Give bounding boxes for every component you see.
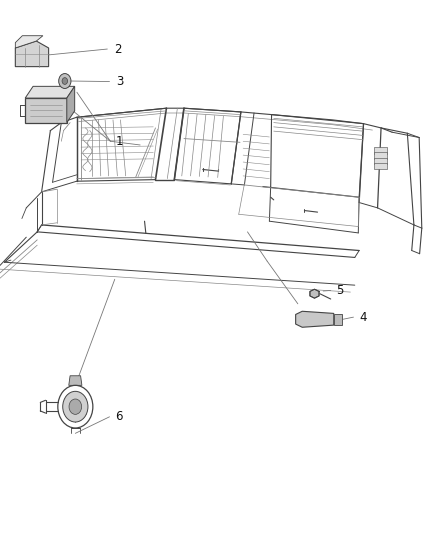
Polygon shape	[310, 289, 319, 298]
Text: 4: 4	[359, 311, 367, 324]
Circle shape	[63, 391, 88, 422]
Polygon shape	[25, 86, 74, 98]
Text: 2: 2	[114, 43, 121, 55]
FancyBboxPatch shape	[374, 163, 387, 169]
Polygon shape	[296, 311, 334, 327]
Polygon shape	[15, 41, 49, 67]
FancyBboxPatch shape	[374, 158, 387, 164]
Text: 6: 6	[115, 410, 123, 423]
FancyBboxPatch shape	[374, 152, 387, 159]
FancyBboxPatch shape	[374, 147, 387, 154]
Polygon shape	[69, 376, 82, 385]
FancyBboxPatch shape	[334, 314, 342, 325]
Text: 3: 3	[116, 75, 124, 88]
Circle shape	[62, 78, 67, 84]
Circle shape	[59, 74, 71, 88]
Text: 5: 5	[336, 284, 344, 297]
Polygon shape	[25, 98, 67, 123]
Text: 1: 1	[116, 135, 124, 148]
Polygon shape	[67, 86, 74, 123]
Polygon shape	[15, 36, 43, 48]
Circle shape	[69, 399, 81, 414]
